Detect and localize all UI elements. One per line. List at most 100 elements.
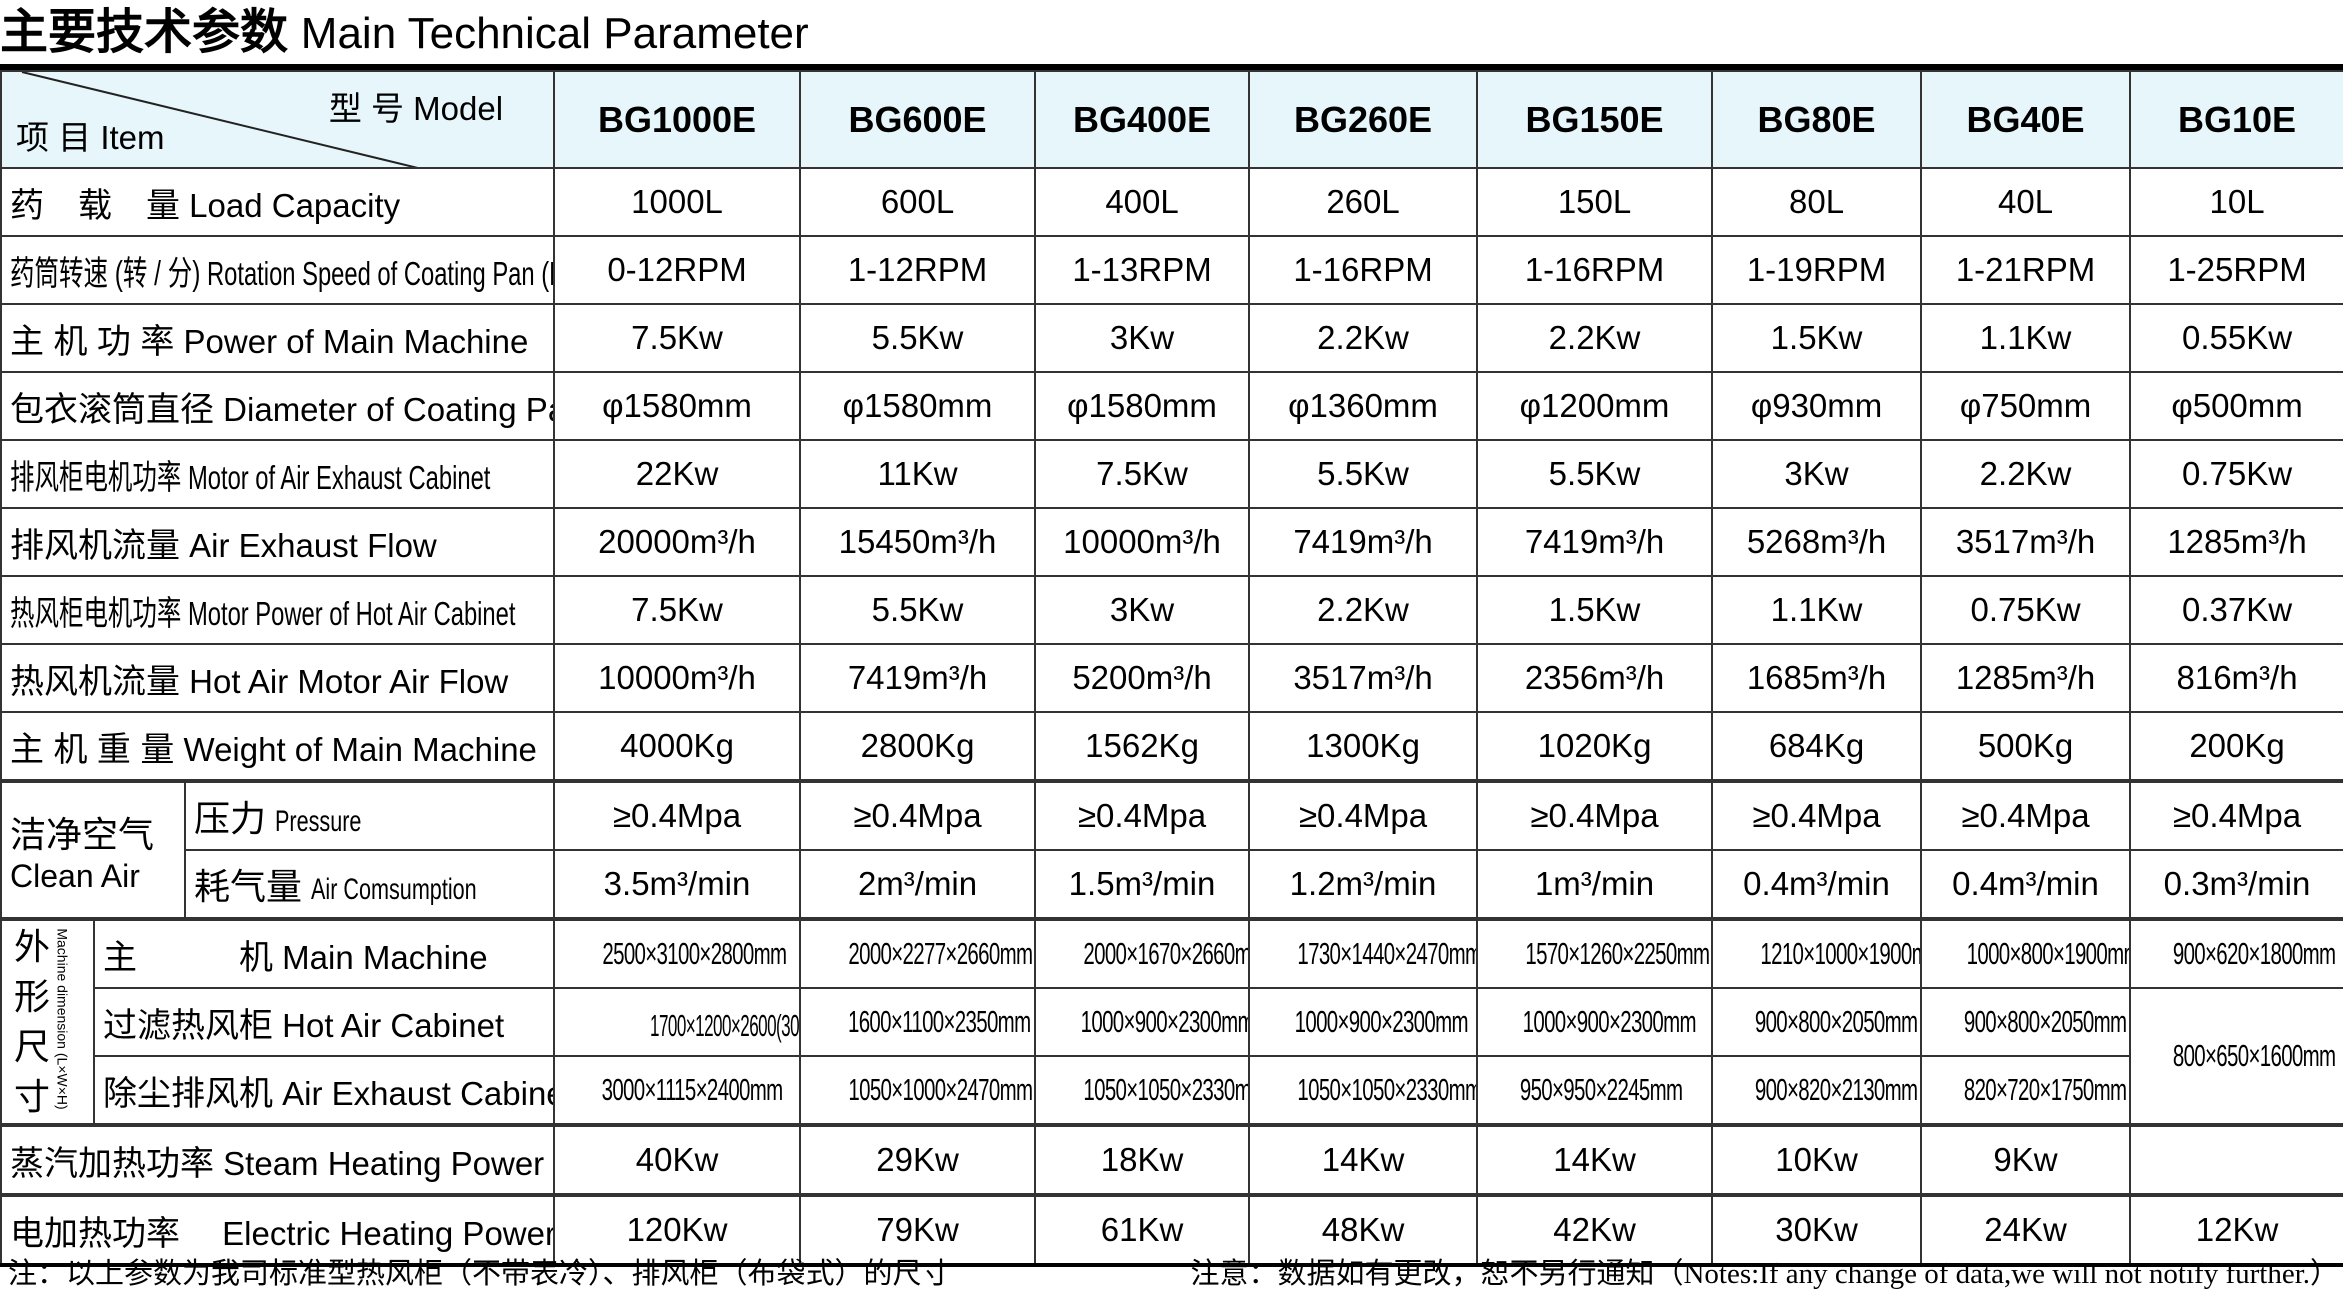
value-text: 2000×1670×2660mm	[1083, 936, 1250, 971]
value-cell: 4000Kg	[553, 711, 802, 782]
value-cell: 40Kw	[553, 1123, 802, 1196]
label-cn: 压力	[194, 798, 267, 839]
value-cell: ≥0.4Mpa	[799, 779, 1037, 851]
value-cell: 7.5Kw	[1034, 439, 1251, 509]
label-cn: 耗气量	[194, 866, 303, 907]
table-row: 除尘排风机 Air Exhaust Cabinet 3000×1115×2400m…	[1, 1055, 2343, 1126]
value-text: 820×720×1750mm	[1963, 1072, 2127, 1107]
value-cell: 11Kw	[799, 439, 1037, 509]
header-row: 型 号 Model 项 目 Item BG1000E BG600E BG400E BG2…	[0, 70, 2343, 169]
value-text: 1730×1440×2470mm	[1297, 936, 1478, 971]
label-en: Weight of Main Machine	[183, 730, 537, 768]
value-text: 2500×3100×2800mm	[602, 936, 787, 971]
value-cell: 1000×900×2300mm	[1034, 987, 1251, 1057]
table-row: 蒸汽加热功率 Steam Heating Power 40Kw 29Kw 18Kw 14…	[0, 1123, 2343, 1196]
row-label: 包衣滚筒直径 Diameter of Coating Pan	[0, 371, 556, 441]
value-text: 1000×900×2300mm	[1294, 1004, 1469, 1039]
dimension-group-label: 外形尺寸 Machine dimension (L×W×H)	[0, 917, 95, 1126]
value-cell: 1-19RPM	[1711, 235, 1923, 305]
value-cell: 14Kw	[1476, 1123, 1714, 1196]
header-corner-cell: 型 号 Model 项 目 Item	[0, 70, 556, 169]
value-cell: 2000×2277×2660mm	[799, 917, 1037, 989]
label-en: Steam Heating Power	[223, 1144, 545, 1182]
row-label: 蒸汽加热功率 Steam Heating Power	[0, 1123, 556, 1196]
value-cell: 2500×3100×2800mm	[553, 917, 802, 989]
table-row: 药 载 量 Load Capacity 1000L 600L 400L 260L 150L…	[0, 167, 2343, 237]
value-cell: 820×720×1750mm	[1920, 1055, 2132, 1126]
table-row: 排风柜电机功率 Motor of Air Exhaust Cabinet 22Kw…	[0, 439, 2343, 509]
value-cell: 1600×1100×2350mm	[799, 987, 1037, 1057]
value-cell: 1-21RPM	[1920, 235, 2132, 305]
value-cell: 1562Kg	[1034, 711, 1251, 782]
value-cell: 48Kw	[1248, 1193, 1479, 1267]
clean-air-group-label: 洁净空气 Clean Air	[0, 779, 186, 920]
value-text: 1050×1000×2470mm	[848, 1072, 1033, 1107]
label-cn: 除尘排风机	[103, 1074, 273, 1113]
value-cell: 3.5m³/min	[553, 849, 802, 920]
label-cn: 过滤热风柜	[103, 1006, 273, 1045]
table-row: 主 机 功 率 Power of Main Machine 7.5Kw 5.5Kw 3…	[0, 303, 2343, 373]
value-cell: 0.75Kw	[1920, 575, 2132, 645]
value-cell: 80L	[1711, 167, 1923, 237]
value-cell: 40L	[1920, 167, 2132, 237]
label-en: Motor of Air Exhaust Cabinet	[187, 458, 491, 496]
value-cell: 900×620×1800mm	[2129, 917, 2343, 989]
label-cn: 排风机流量	[10, 526, 180, 565]
value-cell: 9Kw	[1920, 1123, 2132, 1196]
value-cell: 1570×1260×2250mm	[1476, 917, 1714, 989]
value-cell: 1000×800×1900mm	[1920, 917, 2132, 989]
value-cell: 1685m³/h	[1711, 643, 1923, 713]
value-cell	[2129, 1123, 2343, 1196]
label-cn: 主 机 重 量	[10, 730, 175, 769]
value-cell: 14Kw	[1248, 1123, 1479, 1196]
model-header: BG400E	[1034, 70, 1251, 169]
value-cell: 400L	[1034, 167, 1251, 237]
parameter-table: 型 号 Model 项 目 Item BG1000E BG600E BG400E BG2…	[0, 70, 2343, 1267]
value-text: 1600×1100×2350mm	[848, 1004, 1031, 1039]
value-cell: 22Kw	[553, 439, 802, 509]
table-row: 排风机流量 Air Exhaust Flow 20000m³/h 15450m³/h…	[0, 507, 2343, 577]
footer-note-left: 注：以上参数为我司标准型热风柜（不带表冷）、排风柜（布袋式）的尺寸	[8, 1258, 951, 1290]
label-en: Pressure	[275, 805, 362, 838]
value-cell: 1000×900×2300mm	[1248, 987, 1479, 1057]
value-cell: 10Kw	[1711, 1123, 1923, 1196]
value-cell: φ1200mm	[1476, 371, 1714, 441]
group-label-cn: 外形尺寸	[13, 926, 50, 1117]
value-cell: 2000×1670×2660mm	[1034, 917, 1251, 989]
label-en: Electric Heating Power	[189, 1214, 555, 1252]
value-cell: 1050×1050×2330mm	[1034, 1055, 1251, 1126]
value-cell: φ500mm	[2129, 371, 2343, 441]
label-en: Load Capacity	[189, 186, 401, 224]
value-cell: 1-25RPM	[2129, 235, 2343, 305]
value-cell: 0.4m³/min	[1711, 849, 1923, 920]
value-cell: 3Kw	[1034, 303, 1251, 373]
table-row: 电加热功率 Electric Heating Power 120Kw 79Kw 61K…	[0, 1193, 2343, 1267]
value-cell: 0.3m³/min	[2129, 849, 2343, 920]
label-en: Power of Main Machine	[183, 322, 529, 360]
label-cn: 热风柜电机功率	[10, 594, 182, 633]
row-label: 主 机 重 量 Weight of Main Machine	[0, 711, 556, 782]
row-label: 除尘排风机 Air Exhaust Cabinet	[92, 1055, 556, 1126]
label-en: Diameter of Coating Pan	[223, 390, 555, 428]
value-cell: ≥0.4Mpa	[553, 779, 802, 851]
value-text: 1000×900×2300mm	[1522, 1004, 1697, 1039]
value-cell: 150L	[1476, 167, 1714, 237]
value-text: 800×650×1600mm	[2172, 1038, 2336, 1073]
value-cell: 2.2Kw	[1476, 303, 1714, 373]
value-cell: 10000m³/h	[1034, 507, 1251, 577]
value-cell: 18Kw	[1034, 1123, 1251, 1196]
value-cell: 7419m³/h	[799, 643, 1037, 713]
value-cell: 30Kw	[1711, 1193, 1923, 1267]
value-cell: 0.37Kw	[2129, 575, 2343, 645]
model-header: BG10E	[2129, 70, 2343, 169]
value-cell: φ750mm	[1920, 371, 2132, 441]
value-text: 900×820×2130mm	[1754, 1072, 1918, 1107]
label-en: Air Comsumption	[311, 873, 477, 906]
label-en: Main Machine	[282, 938, 488, 976]
value-cell: 1.1Kw	[1711, 575, 1923, 645]
value-text: 3000×1115×2400mm	[601, 1072, 784, 1107]
row-label: 耗气量 Air Comsumption	[183, 849, 556, 920]
value-cell: 1050×1000×2470mm	[799, 1055, 1037, 1126]
value-text: 1050×1050×2330mm	[1297, 1072, 1478, 1107]
table-row: 耗气量 Air Comsumption 3.5m³/min 2m³/min 1.5m³…	[1, 849, 2343, 920]
